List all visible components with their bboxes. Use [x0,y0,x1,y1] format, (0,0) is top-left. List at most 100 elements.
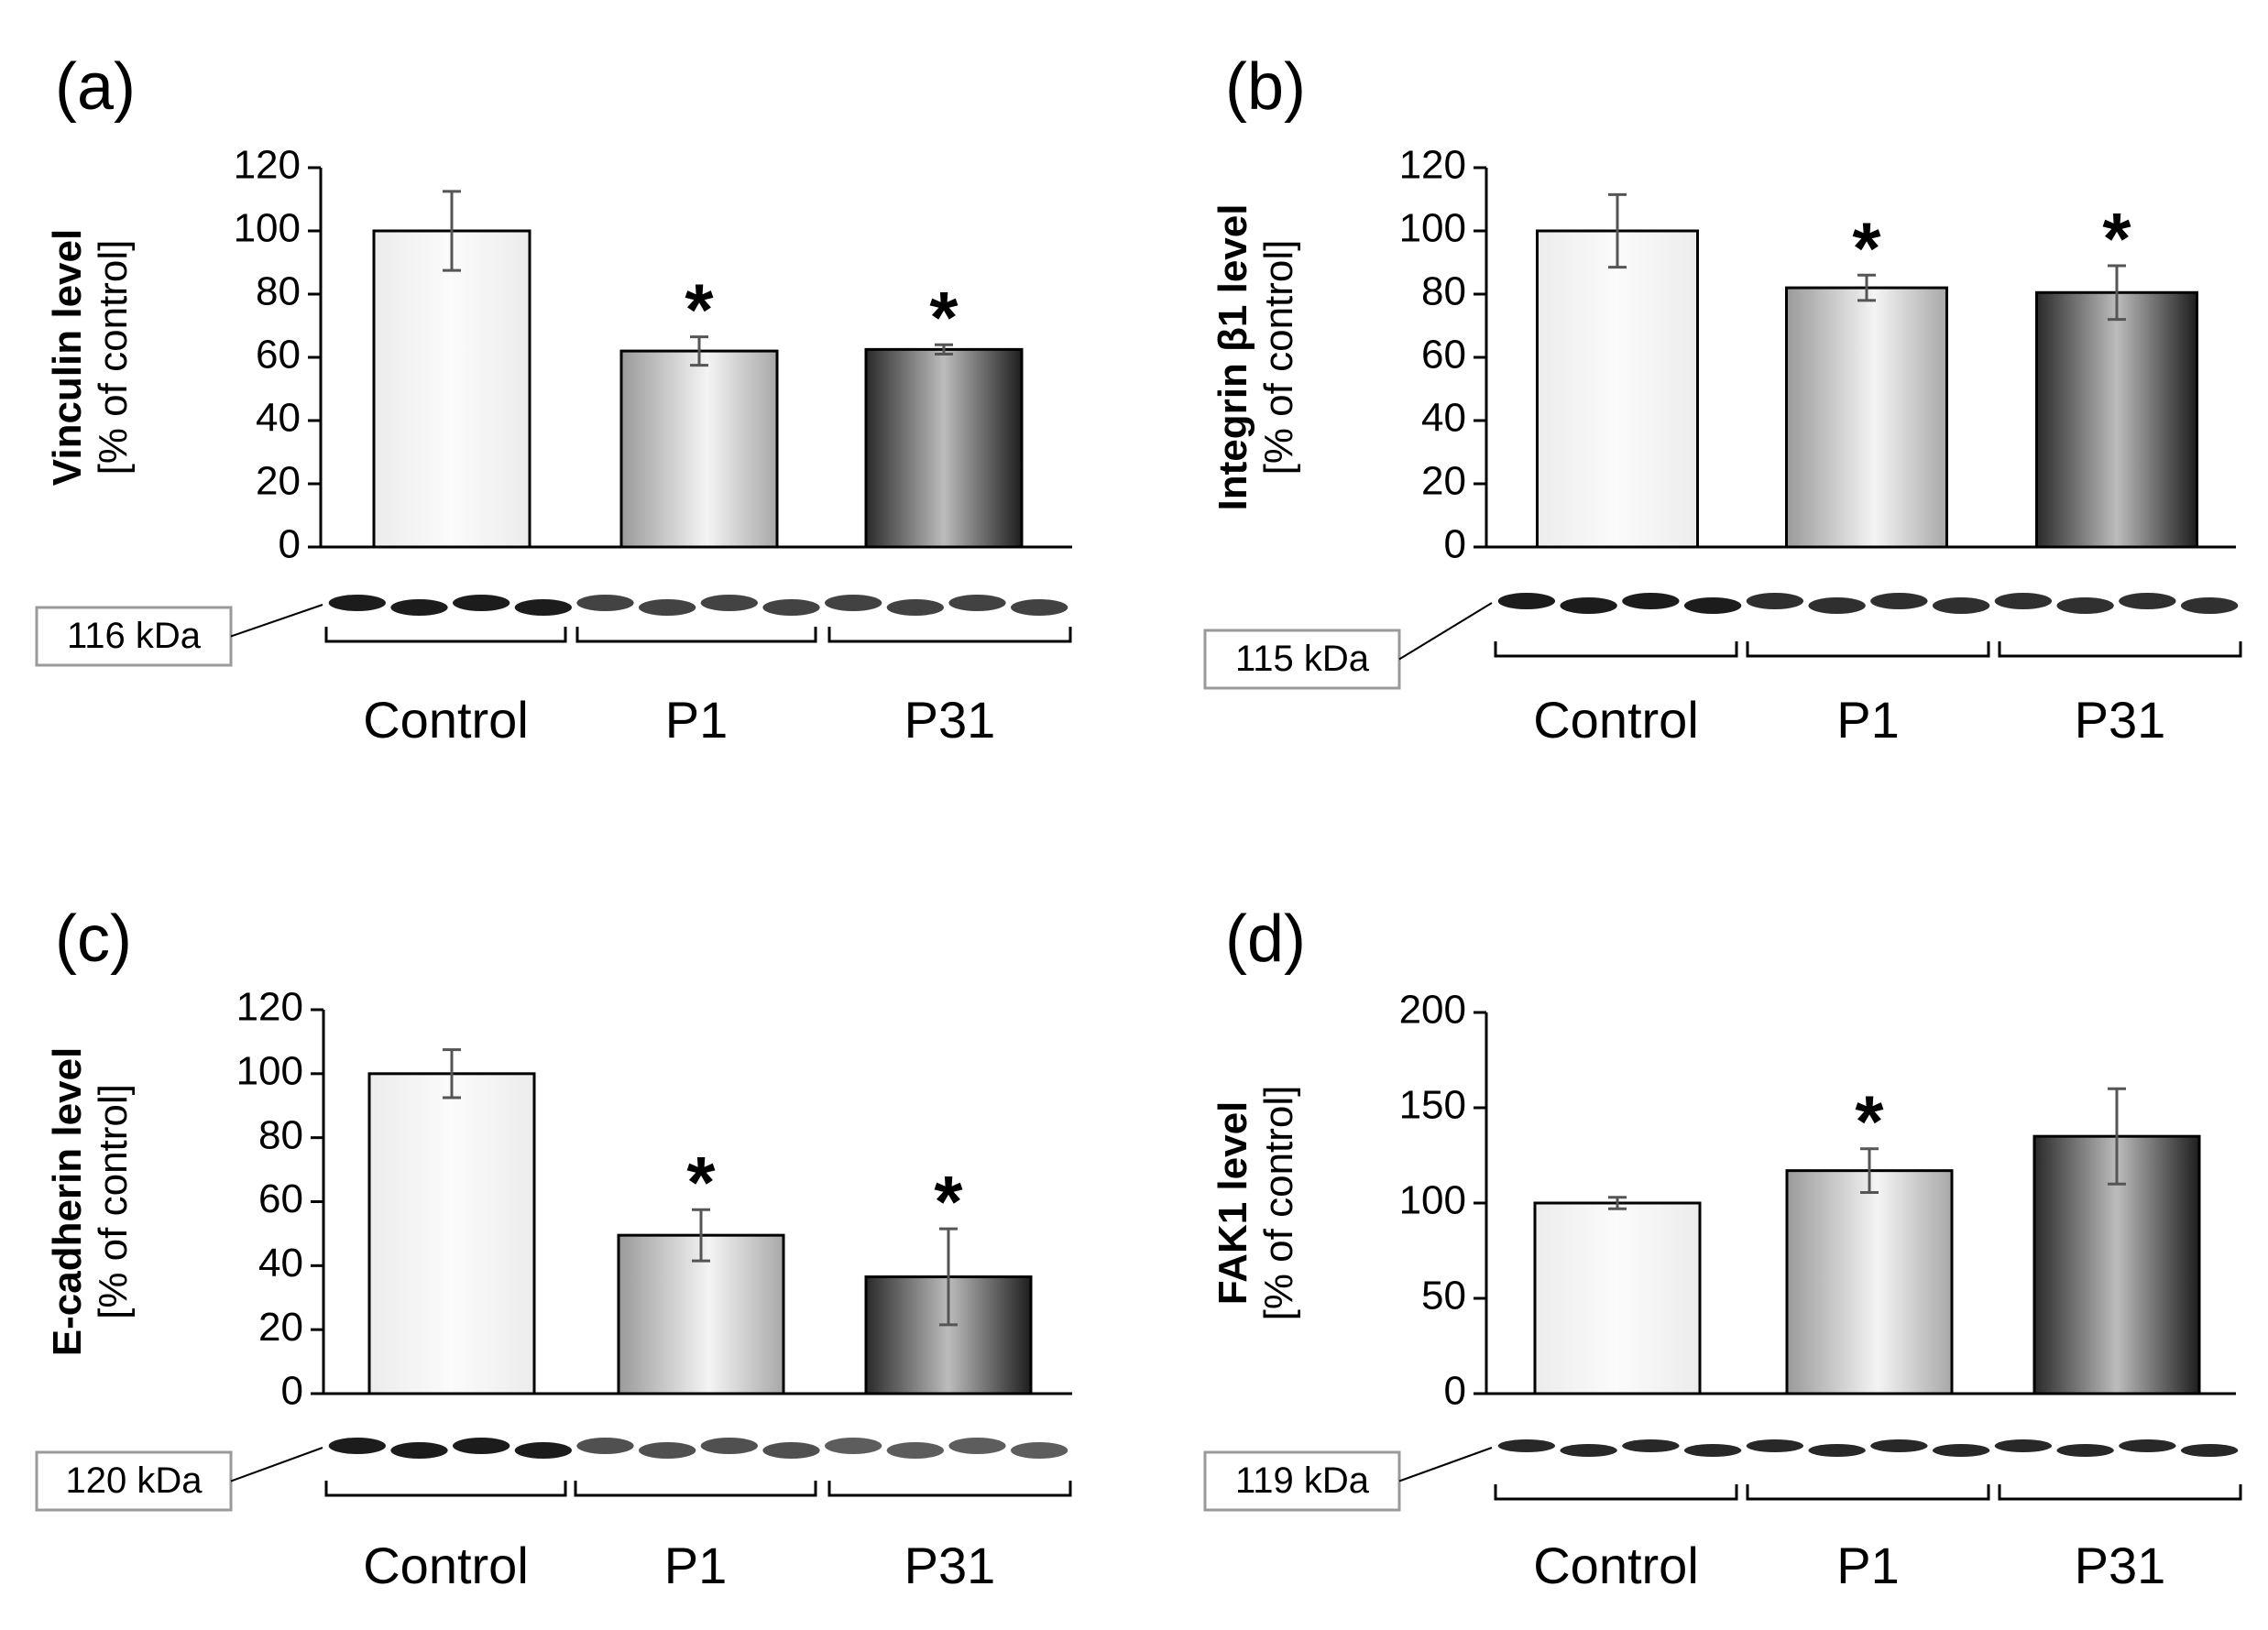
category-label-p31: P31 [904,691,996,749]
bar-p1 [619,349,779,549]
blot-band [1932,597,1990,614]
blot-band [700,1438,758,1454]
kda-leader [230,1447,323,1482]
y-tick-label: 80 [258,1112,303,1157]
blot-band [1683,1444,1742,1457]
blot-band [514,599,572,616]
blot-band [886,599,944,616]
category-label-control: Control [363,1537,529,1594]
y-tick-label: 100 [234,206,301,251]
category-label-p1: P1 [1836,1537,1900,1594]
kda-label: 115 kDa [1235,639,1370,679]
group-bracket [1494,1484,1738,1501]
bar-p31 [864,347,1024,549]
y-axis-unit: [% of control] [1256,1086,1301,1321]
y-tick-label: 80 [1421,269,1466,314]
bar-control [372,229,531,549]
panel-d: (d) 0 50 100 150 200 FAK1 level [% of control] *… [1203,903,2242,1594]
kda-label: 119 kDa [1235,1460,1370,1501]
y-tick-label: 100 [1399,206,1466,251]
blot-band [762,1442,820,1459]
y-tick-label: 20 [256,459,301,504]
group-bracket [574,1481,817,1497]
kda-label: 116 kDa [67,616,202,656]
group-bracket [1998,1484,2242,1501]
y-tick-label: 60 [256,333,301,377]
y-tick-label: 20 [258,1305,303,1350]
kda-box [35,1450,233,1512]
blot-band [328,1438,386,1454]
category-label-p31: P31 [904,1537,996,1594]
y-tick-label: 0 [279,522,301,567]
y-axis-title: E-cadherin level [45,1047,90,1356]
y-axis-title: FAK1 level [1211,1101,1255,1306]
kda-leader [1398,1447,1493,1482]
y-tick-label: 40 [258,1241,303,1285]
kda-label: 120 kDa [66,1460,203,1501]
y-tick-label: 40 [1421,396,1466,441]
blot-band [2180,597,2239,614]
blot-band [2119,1439,2176,1452]
panel-c: (c) 0 20 40 60 80 100 120 E-cadherin level [% of … [35,903,1072,1594]
y-tick-label: 0 [1444,1369,1466,1414]
blot-band [390,599,448,616]
panel-label: (d) [1225,903,1306,976]
bar-control [1533,1201,1702,1395]
group-bracket [1746,1484,1990,1501]
significance-star: * [1852,207,1881,289]
blot-band [1622,593,1680,609]
y-tick-label: 120 [1399,143,1466,188]
y-tick-label: 60 [1421,333,1466,377]
y-tick-label: 120 [236,985,303,1030]
bar-control [1536,229,1699,549]
blot-band [1011,1442,1068,1459]
y-axis-unit: [% of control] [1256,240,1301,476]
blot-band [576,1438,634,1454]
blot-band [762,599,820,616]
blot-band [1932,1444,1990,1457]
category-label-control: Control [1533,1537,1699,1594]
bar-p1 [1785,286,1948,549]
group-bracket [324,1481,567,1497]
blot-band [1808,597,1866,614]
y-tick-label: 200 [1399,988,1466,1033]
blot-band [1746,1439,1804,1452]
y-tick-label: 40 [256,396,301,441]
group-bracket [1998,641,2242,658]
kda-box [1203,629,1401,690]
blot-band [2056,597,2114,614]
significance-star: * [929,277,959,358]
blot-band [1746,593,1804,609]
y-axis-unit: [% of control] [91,1084,136,1319]
y-tick-label: 80 [256,269,301,314]
panel-label: (c) [55,903,132,976]
blot-band [1994,1439,2053,1452]
kda-box [1203,1450,1401,1512]
blot-band [1011,599,1068,616]
y-tick-label: 100 [236,1048,303,1093]
blot-band [1497,1439,1556,1452]
group-bracket [1746,641,1990,658]
category-label-p1: P1 [664,1537,728,1594]
y-axis-title: Integrin β1 level [1211,204,1255,511]
blot-band [1560,1444,1617,1457]
blot-band [1870,1439,1928,1452]
category-label-p1: P1 [1836,691,1900,749]
significance-star: * [686,1142,716,1223]
group-bracket [575,627,817,643]
panel-b: (b) 0 20 40 60 80 100 120 Integrin β1 level [% of… [1203,50,2242,749]
significance-star: * [1855,1081,1884,1163]
blot-band [453,595,510,611]
blot-band [948,595,1006,611]
blot-band [1497,593,1556,609]
significance-star: * [2102,198,2131,279]
blot-band [1560,597,1617,614]
blot-band [825,595,882,611]
blot-band [390,1442,448,1459]
significance-star: * [934,1161,963,1242]
y-tick-label: 120 [234,143,301,188]
category-label-p1: P1 [665,691,729,749]
blot-band [2056,1444,2114,1457]
blot-band [453,1438,510,1454]
